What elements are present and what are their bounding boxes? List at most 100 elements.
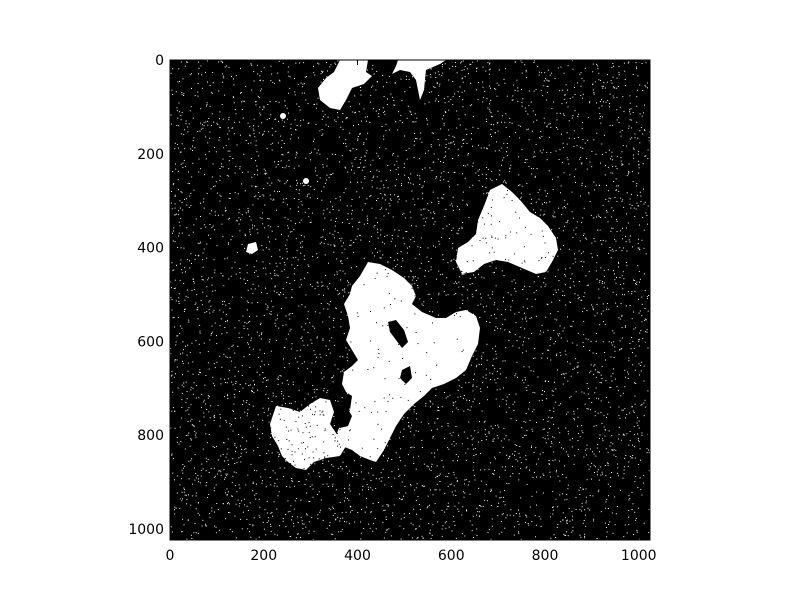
noise-speck — [226, 382, 228, 384]
noise-speck — [498, 84, 500, 86]
noise-speck — [317, 180, 319, 182]
noise-speck — [476, 386, 478, 388]
noise-speck — [439, 481, 441, 482]
noise-speck — [457, 508, 459, 510]
noise-speck — [375, 110, 377, 112]
noise-speck — [205, 158, 207, 160]
noise-speck — [511, 122, 513, 124]
noise-speck — [343, 142, 344, 144]
noise-speck — [281, 119, 283, 121]
noise-speck — [197, 533, 199, 534]
noise-speck — [211, 113, 213, 115]
noise-speck — [425, 405, 427, 407]
noise-speck — [485, 368, 487, 370]
noise-speck — [318, 472, 320, 474]
noise-speck — [205, 524, 207, 526]
noise-speck — [611, 472, 612, 473]
noise-speck — [403, 243, 405, 245]
noise-speck — [567, 203, 569, 205]
noise-speck — [270, 65, 272, 67]
noise-speck — [619, 349, 620, 351]
noise-speck — [411, 537, 413, 539]
noise-speck — [366, 198, 368, 200]
noise-speck — [203, 201, 205, 203]
noise-speck — [525, 412, 527, 414]
noise-speck — [611, 67, 613, 69]
noise-speck — [314, 463, 316, 465]
noise-speck — [282, 62, 284, 64]
noise-speck — [348, 523, 350, 525]
noise-speck — [297, 265, 299, 267]
noise-speck — [325, 274, 326, 276]
noise-speck — [619, 318, 621, 320]
noise-speck — [422, 208, 424, 210]
noise-speck — [563, 533, 565, 535]
noise-speck — [181, 143, 183, 145]
noise-speck — [344, 288, 346, 290]
noise-speck — [498, 502, 499, 504]
noise-speck — [616, 109, 618, 111]
noise-speck — [271, 255, 273, 257]
noise-speck — [363, 478, 365, 480]
noise-speck — [627, 378, 629, 379]
noise-speck — [544, 285, 546, 287]
noise-speck — [238, 332, 240, 334]
noise-speck — [198, 481, 199, 483]
noise-speck — [274, 275, 276, 276]
noise-speck — [495, 350, 497, 352]
noise-speck — [644, 308, 646, 309]
noise-speck — [404, 163, 405, 165]
noise-speck — [612, 291, 614, 293]
noise-speck — [410, 111, 412, 113]
noise-speck — [451, 259, 453, 261]
noise-speck — [496, 82, 498, 84]
noise-speck — [245, 283, 246, 284]
noise-speck — [266, 512, 268, 514]
noise-speck — [612, 330, 614, 332]
noise-speck — [483, 421, 485, 423]
noise-speck — [289, 330, 291, 332]
noise-speck — [326, 470, 328, 472]
noise-speck — [475, 366, 477, 368]
noise-speck — [302, 528, 304, 530]
noise-speck — [297, 533, 299, 535]
noise-speck — [282, 154, 284, 156]
noise-speck — [625, 241, 627, 243]
noise-speck — [584, 537, 586, 539]
noise-speck — [538, 516, 540, 518]
noise-speck — [300, 200, 302, 202]
noise-speck — [210, 91, 212, 93]
noise-speck — [513, 410, 515, 412]
noise-speck — [205, 154, 207, 156]
noise-speck — [566, 132, 568, 134]
noise-speck — [524, 337, 526, 339]
noise-speck — [332, 233, 334, 235]
noise-speck — [490, 425, 492, 427]
noise-speck — [629, 113, 631, 115]
noise-speck — [396, 264, 398, 266]
noise-speck — [314, 327, 316, 329]
noise-speck — [222, 275, 224, 277]
noise-speck — [403, 495, 405, 497]
noise-speck — [254, 174, 256, 176]
noise-speck — [489, 178, 491, 180]
noise-speck — [314, 354, 316, 356]
noise-speck — [312, 496, 314, 498]
noise-speck — [533, 209, 535, 211]
noise-speck — [590, 253, 592, 255]
noise-speck — [307, 318, 309, 320]
noise-speck — [588, 398, 590, 399]
noise-speck — [289, 318, 291, 320]
noise-speck — [581, 299, 583, 301]
noise-speck — [413, 411, 415, 413]
noise-speck — [602, 85, 604, 87]
noise-speck — [589, 349, 591, 351]
noise-speck — [331, 377, 333, 379]
noise-speck — [205, 71, 206, 73]
noise-speck — [588, 193, 590, 195]
noise-speck — [255, 270, 257, 272]
noise-speck — [441, 66, 443, 68]
noise-speck — [239, 272, 241, 274]
noise-speck — [224, 378, 226, 380]
noise-speck — [534, 515, 536, 517]
